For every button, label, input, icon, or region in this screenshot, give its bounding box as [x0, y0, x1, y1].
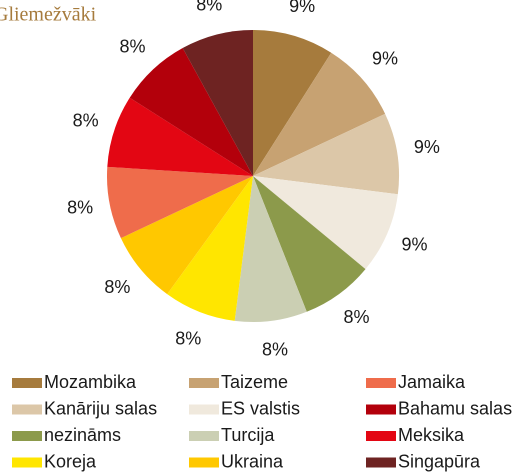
legend-swatch: [189, 431, 219, 441]
legend-label: Bahamu salas: [398, 398, 512, 418]
data-label: 9%: [414, 137, 440, 157]
legend-label: nezināms: [44, 425, 121, 445]
pie-slice: [106, 166, 253, 239]
legend-swatch: [12, 457, 42, 468]
pie-slice: [234, 176, 307, 322]
legend-label: Mozambika: [44, 372, 137, 392]
legend-label: Koreja: [44, 451, 97, 471]
data-label: 8%: [120, 36, 146, 56]
legend-swatch: [366, 457, 396, 468]
data-label: 8%: [104, 277, 130, 297]
legend-swatch: [12, 431, 42, 441]
legend-label: Jamaika: [398, 372, 466, 392]
legend-swatch: [366, 378, 396, 388]
data-label: 8%: [175, 328, 201, 348]
legend-swatch: [189, 457, 219, 468]
legend-label: Meksika: [398, 425, 465, 445]
legend-label: Turcija: [221, 425, 275, 445]
pie-slice: [253, 52, 386, 177]
pie-slice: [182, 30, 253, 176]
data-label: 8%: [67, 198, 93, 218]
data-label: 9%: [289, 0, 315, 16]
legend-swatch: [366, 431, 396, 441]
data-label: 8%: [262, 339, 288, 359]
legend-swatch: [189, 378, 219, 388]
pie-slice: [253, 176, 398, 270]
data-label: 9%: [372, 48, 398, 68]
data-label: 8%: [343, 307, 369, 327]
legend-label: ES valstis: [221, 398, 300, 418]
legend-label: Ukraina: [221, 451, 284, 471]
legend-label: Taizeme: [221, 372, 288, 392]
pie-slice: [253, 30, 332, 176]
legend-swatch: [12, 404, 42, 415]
data-label: 9%: [402, 235, 428, 255]
legend-label: Singapūra: [398, 451, 481, 471]
pie-slice: [129, 48, 253, 177]
pie-slice: [167, 176, 253, 321]
legend-label: Kanāriju salas: [44, 398, 157, 418]
data-label: 8%: [196, 0, 222, 14]
pie-slice: [120, 176, 253, 295]
legend-swatch: [12, 378, 42, 388]
pie-slice: [107, 97, 253, 176]
pie-slice: [253, 176, 366, 312]
data-label: 8%: [73, 110, 99, 130]
legend-swatch: [189, 404, 219, 415]
chart-title: Gliemežvāki: [0, 4, 97, 26]
pie-slice: [253, 113, 400, 195]
legend-swatch: [366, 404, 396, 415]
